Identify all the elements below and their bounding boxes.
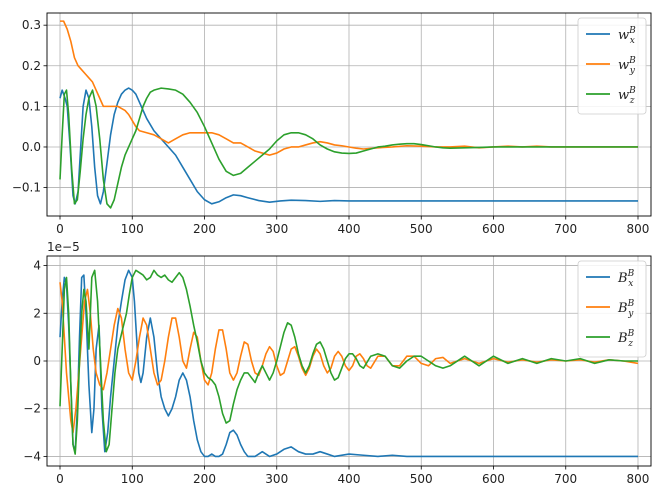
x-tick-label: 400 <box>338 222 361 236</box>
x-tick-label: 100 <box>121 472 144 486</box>
x-tick-label: 800 <box>627 222 650 236</box>
x-tick-label: 500 <box>410 222 433 236</box>
x-tick-label: 600 <box>482 472 505 486</box>
legend-label-x: BB x <box>617 269 635 289</box>
legend-label-z: BB z <box>617 329 635 349</box>
series-line-x <box>59 269 638 458</box>
legend-label-z: wB z <box>618 86 636 106</box>
legend-label-x: wB x <box>618 26 636 46</box>
y-tick-label: −4 <box>23 449 41 463</box>
y-tick-label: −2 <box>23 402 41 416</box>
y-tick-label: 0 <box>33 354 41 368</box>
y-tick-label: 4 <box>33 259 41 273</box>
y-tick-label: 2 <box>33 306 41 320</box>
y-tick-label: 0.1 <box>22 99 41 113</box>
x-tick-label: 0 <box>56 472 64 486</box>
y-tick-label: −0.1 <box>12 181 41 195</box>
top-panel: 0 100 200 300 400 500 600 700 800 −0.1 0.0 0.1 0.2 0.… <box>12 12 652 236</box>
x-tick-label: 500 <box>410 472 433 486</box>
series-line-z <box>59 87 638 209</box>
x-tick-label: 300 <box>265 472 288 486</box>
series-line-z <box>59 269 638 455</box>
axis-offset-text: 1e−5 <box>47 240 80 254</box>
series-line-x <box>59 87 638 205</box>
series-line-y <box>60 20 638 156</box>
x-tick-label: 400 <box>338 472 361 486</box>
x-tick-label: 100 <box>121 222 144 236</box>
x-tick-label: 300 <box>265 222 288 236</box>
x-tick-label: 200 <box>193 472 216 486</box>
legend-label-y: wB y <box>618 56 636 76</box>
legend: wB x wB y wB z <box>577 17 647 115</box>
x-tick-label: 200 <box>193 222 216 236</box>
legend: BB x BB y BB z <box>577 260 647 358</box>
series-line-y <box>59 282 639 434</box>
y-tick-label: 0.0 <box>22 140 41 154</box>
x-tick-label: 700 <box>554 472 577 486</box>
x-tick-label: 600 <box>482 222 505 236</box>
legend-label-y: BB y <box>617 299 635 319</box>
y-tick-label: 0.3 <box>22 18 41 32</box>
legend-box <box>577 17 647 115</box>
y-tick-label: 0.2 <box>22 59 41 73</box>
legend-box <box>577 260 647 358</box>
x-tick-label: 800 <box>627 472 650 486</box>
x-tick-label: 0 <box>56 222 64 236</box>
x-tick-label: 700 <box>554 222 577 236</box>
